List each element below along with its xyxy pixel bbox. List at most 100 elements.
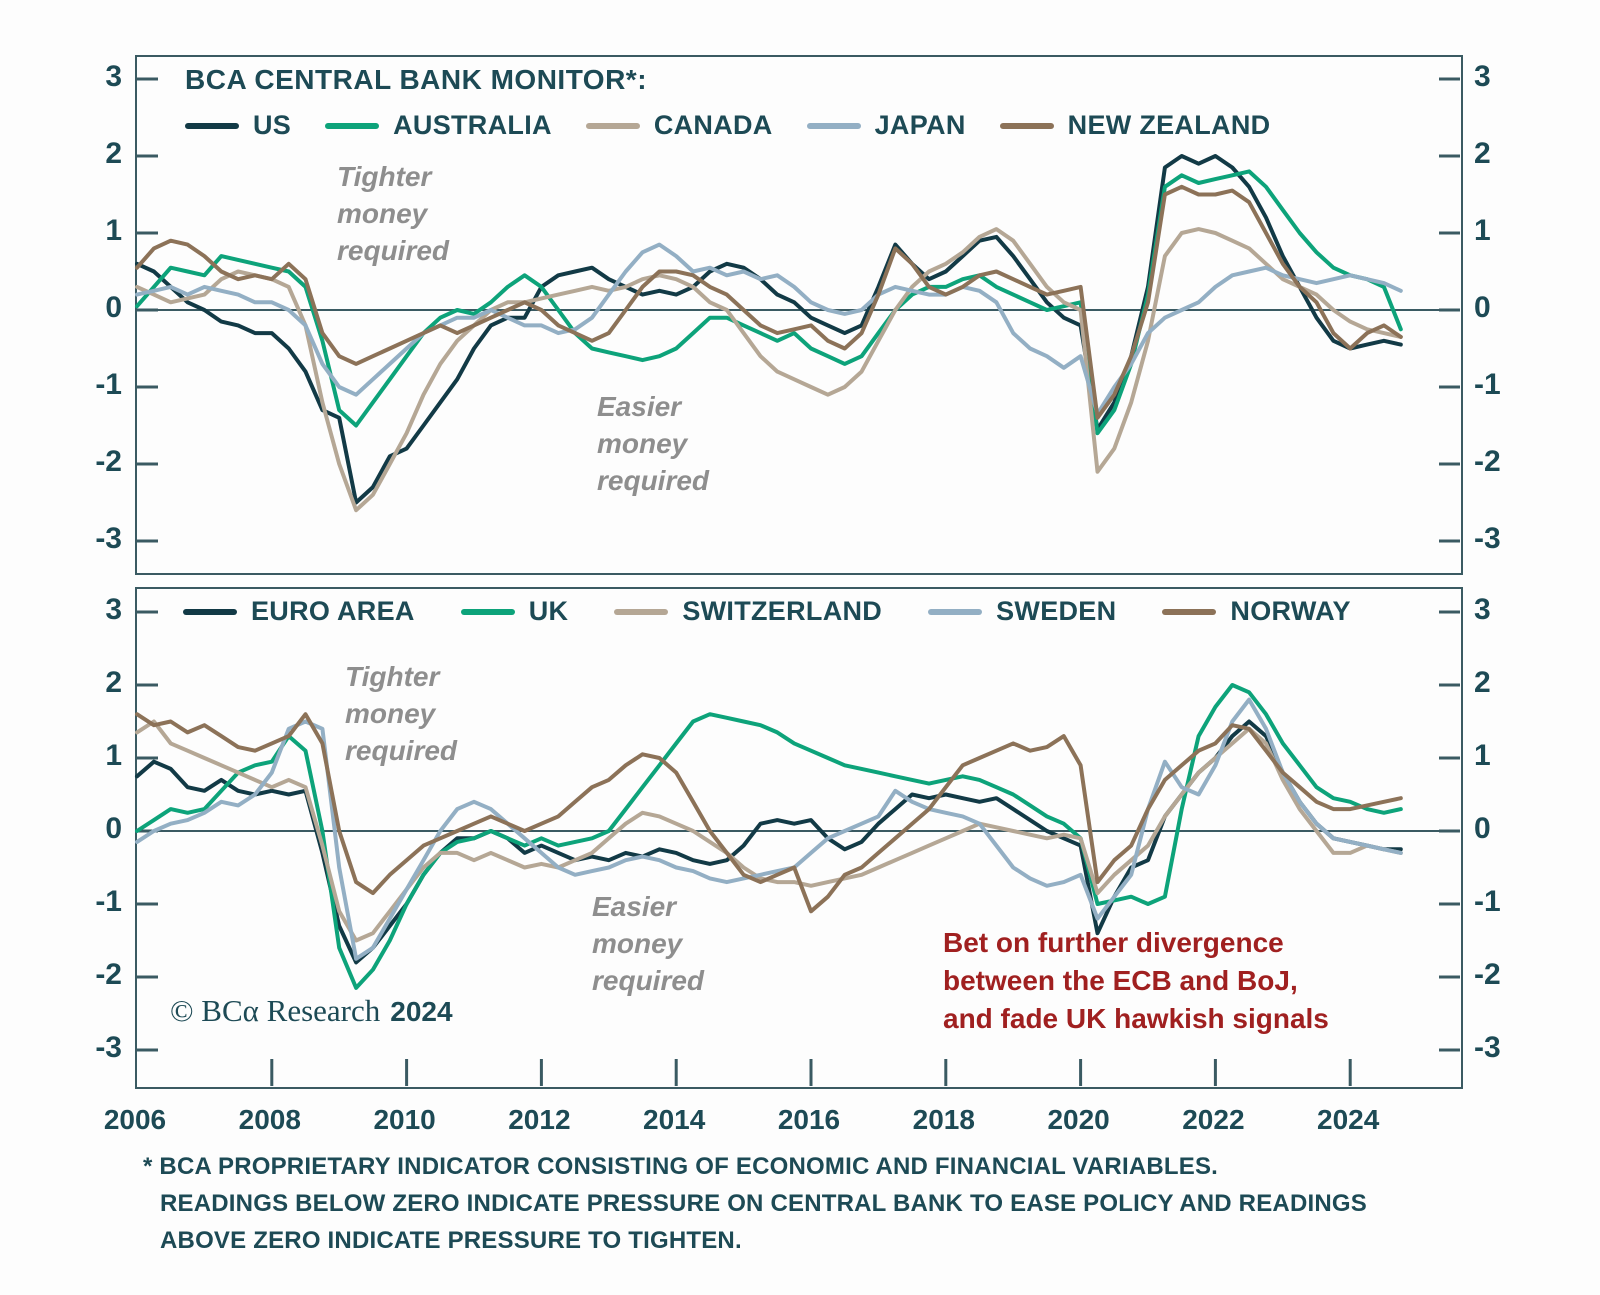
x-tick-label: 2018: [912, 1104, 975, 1135]
annotation-line: Easier: [592, 891, 677, 922]
legend-item-canada: CANADA: [585, 110, 773, 141]
y-tick-label: 0: [1474, 291, 1491, 324]
legend-item-uk: UK: [460, 596, 569, 627]
annotation-line: Tighter: [337, 161, 432, 192]
annotation-line: money: [345, 698, 436, 729]
legend-item-us: US: [185, 110, 291, 141]
footnote: * BCA PROPRIETARY INDICATOR CONSISTING O…: [143, 1148, 1523, 1259]
callout-line: and fade UK hawkish signals: [943, 1003, 1329, 1034]
y-tick-label: -3: [95, 1031, 122, 1064]
y-tick-label: 3: [105, 593, 122, 626]
y-tick-label: -2: [95, 958, 122, 991]
chart-title: BCA CENTRAL BANK MONITOR*:: [185, 64, 648, 95]
series-line-canada: [135, 227, 1403, 513]
y-tick-label: 1: [1474, 214, 1491, 247]
y-tick-label: 2: [105, 666, 122, 699]
series-line-us: [135, 154, 1403, 505]
annotation-line: required: [337, 235, 450, 266]
series-line-new-zealand: [135, 184, 1403, 420]
legend-item-japan: JAPAN: [806, 110, 966, 141]
legend-swatch: [325, 122, 380, 129]
y-tick-label: 1: [105, 739, 122, 772]
annotation-line: money: [592, 928, 683, 959]
y-tick-label: -2: [1474, 958, 1501, 991]
legend-swatch: [460, 608, 515, 615]
legend-swatch: [999, 122, 1054, 129]
x-tick-label: 2012: [508, 1104, 571, 1135]
y-tick-label: -2: [1474, 445, 1501, 478]
y-tick-label: 1: [105, 214, 122, 247]
annotation-line: money: [337, 198, 428, 229]
top-panel-plot: [135, 77, 1460, 543]
series-line-sweden: [135, 697, 1403, 961]
legend-swatch: [806, 122, 861, 129]
y-tick-label: 0: [105, 291, 122, 324]
y-tick-label: 2: [1474, 666, 1491, 699]
legend-bottom: EURO AREA UK SWITZERLAND SWEDEN NORWAY: [183, 596, 1351, 627]
y-tick-label: -1: [1474, 885, 1501, 918]
x-tick-label: 2006: [103, 1104, 167, 1135]
copyright-year: 2024: [390, 996, 453, 1027]
legend-swatch: [928, 608, 983, 615]
x-tick-label: 2010: [373, 1104, 436, 1135]
annotation-tighter-top: Tighter money required: [337, 158, 449, 269]
annotation-line: money: [597, 428, 688, 459]
footnote-line: READINGS BELOW ZERO INDICATE PRESSURE ON…: [160, 1190, 1367, 1217]
y-tick-label: -3: [1474, 522, 1501, 555]
copyright: © BCα Research 2024: [170, 993, 453, 1029]
x-tick-label: 2008: [238, 1104, 301, 1135]
y-tick-label: -1: [95, 885, 122, 918]
legend-swatch: [585, 122, 640, 129]
legend-label: AUSTRALIA: [393, 110, 552, 140]
y-tick-label: 1: [1474, 739, 1491, 772]
legend-swatch: [614, 608, 669, 615]
callout-line: Bet on further divergence: [943, 927, 1284, 958]
y-tick-label: 2: [1474, 137, 1491, 170]
legend-label: NORWAY: [1230, 596, 1351, 626]
legend-label: US: [253, 110, 292, 140]
legend-item-switzerland: SWITZERLAND: [614, 596, 882, 627]
legend-item-sweden: SWEDEN: [928, 596, 1116, 627]
x-tick-label: 2024: [1317, 1104, 1380, 1135]
annotation-line: required: [592, 965, 705, 996]
bottom-panel-plot: [135, 610, 1460, 1086]
legend-label: NEW ZEALAND: [1067, 110, 1271, 140]
x-tick-label: 2016: [777, 1104, 841, 1135]
copyright-text: © BCα Research: [170, 993, 381, 1028]
top-panel: [135, 55, 1463, 575]
y-tick-label: 2: [105, 137, 122, 170]
series-line-australia: [135, 169, 1403, 436]
legend-swatch: [1162, 608, 1217, 615]
footnote-line: * BCA PROPRIETARY INDICATOR CONSISTING O…: [143, 1153, 1219, 1180]
y-tick-label: -3: [95, 522, 122, 555]
x-tick-label: 2014: [643, 1104, 706, 1135]
legend-item-euro-area: EURO AREA: [183, 596, 415, 627]
callout-text: Bet on further divergence between the EC…: [943, 924, 1329, 1038]
legend-label: EURO AREA: [251, 596, 415, 626]
annotation-line: required: [345, 735, 458, 766]
y-tick-label: -2: [95, 445, 122, 478]
legend-top: US AUSTRALIA CANADA JAPAN NEW ZEALAND: [185, 110, 1270, 141]
y-tick-label: 3: [1474, 593, 1491, 626]
x-tick-label: 2022: [1182, 1104, 1245, 1135]
series-line-japan: [135, 242, 1403, 416]
annotation-line: required: [597, 465, 710, 496]
annotation-line: Tighter: [345, 661, 440, 692]
legend-label: UK: [528, 596, 569, 626]
annotation-easier-top: Easier money required: [597, 388, 709, 499]
annotation-line: Easier: [597, 391, 682, 422]
legend-item-norway: NORWAY: [1162, 596, 1350, 627]
series-line-uk: [135, 683, 1403, 990]
legend-label: CANADA: [653, 110, 773, 140]
y-tick-label: 0: [1474, 812, 1491, 845]
x-tick-label: 2020: [1047, 1104, 1110, 1135]
y-tick-label: -1: [95, 368, 122, 401]
legend-item-australia: AUSTRALIA: [325, 110, 552, 141]
y-tick-label: 0: [105, 812, 122, 845]
y-tick-label: 3: [1474, 60, 1491, 93]
footnote-line: ABOVE ZERO INDICATE PRESSURE TO TIGHTEN.: [160, 1227, 742, 1254]
legend-label: SWEDEN: [996, 596, 1117, 626]
y-tick-label: 3: [105, 60, 122, 93]
legend-label: JAPAN: [874, 110, 966, 140]
